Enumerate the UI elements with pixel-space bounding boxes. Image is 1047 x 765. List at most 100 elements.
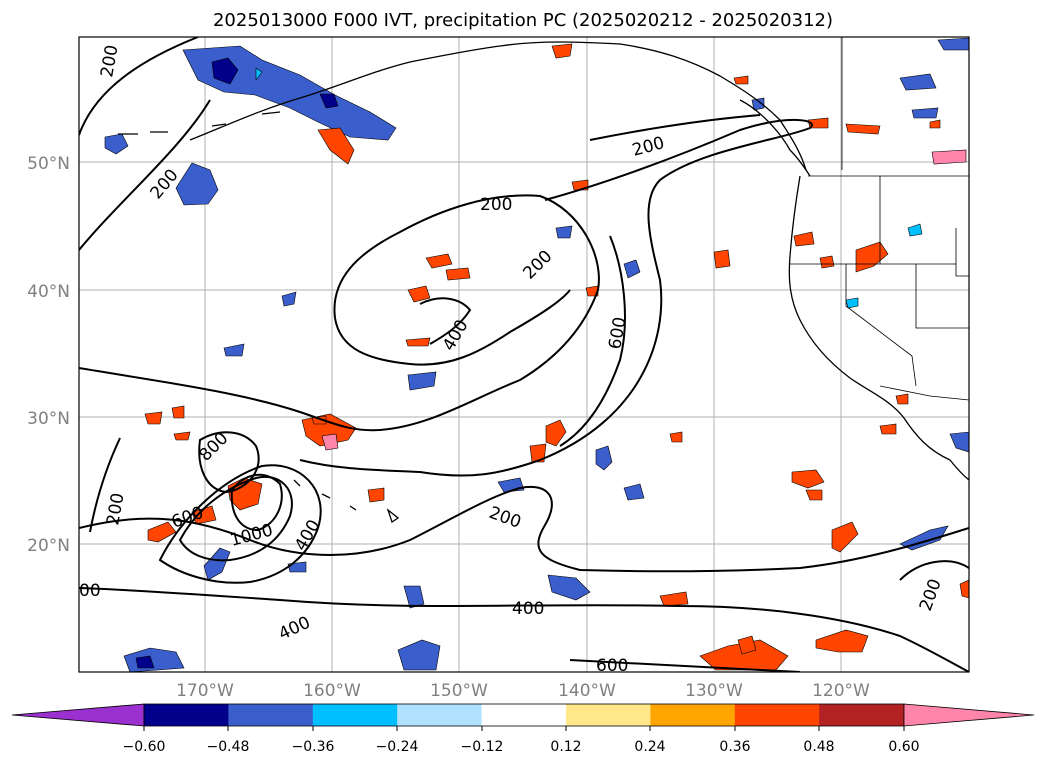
colorbar-cells (143, 703, 905, 727)
state-borders (790, 176, 969, 387)
map-panel: 200 200 200 200 200 200 200 200 400 400 … (78, 36, 970, 676)
precip-blob (211, 57, 239, 85)
precip-blob (529, 443, 547, 463)
colorbar-cell (228, 704, 314, 726)
ivt-contour-200 (79, 99, 211, 251)
precip-blob (405, 337, 431, 347)
lon-label: 150°W (430, 681, 488, 701)
precip-blob (791, 469, 825, 489)
precip-blob (321, 433, 339, 451)
precip-blob (895, 393, 909, 405)
ivt-contour-200 (589, 114, 761, 141)
precip-blob (135, 655, 155, 669)
coastline-bc (739, 99, 811, 177)
precip-blob (255, 67, 263, 81)
figure-title: 2025013000 F000 IVT, precipitation PC (2… (213, 10, 833, 31)
precip-blob (173, 431, 191, 441)
precip-blob (317, 127, 355, 165)
lat-label: 30°N (27, 409, 70, 429)
ivt-contours (79, 37, 969, 672)
precip-blob (845, 123, 881, 135)
lat-label: 20°N (27, 536, 70, 556)
colorbar-ticks: −0.60 −0.48 −0.36 −0.24 −0.12 0.12 0.24 0.36 0.4… (123, 726, 920, 755)
precip-blob (949, 431, 969, 453)
ivt-contour-600 (559, 235, 626, 447)
colorbar-extend-low (11, 703, 145, 727)
lat-labels: 50°N 40°N 30°N 20°N (27, 154, 70, 556)
colorbar-cell (312, 704, 398, 726)
precip-blob (203, 547, 231, 581)
lon-label: 160°W (303, 681, 361, 701)
precip-blob (397, 639, 441, 671)
precip-blob (547, 574, 591, 601)
precip-blob (751, 97, 765, 111)
lon-label: 120°W (812, 681, 870, 701)
precip-blob (281, 291, 297, 307)
lon-labels: 170°W 160°W 150°W 140°W 130°W 120°W (176, 681, 870, 701)
precip-blob (403, 585, 425, 609)
ivt-contour-200 (899, 560, 969, 581)
border-us-mexico (879, 385, 969, 401)
ivt-contour-400 (79, 587, 969, 672)
precip-blob (899, 525, 949, 551)
precip-blob (931, 149, 967, 165)
precip-blob (937, 37, 969, 51)
precip-blob (595, 445, 613, 471)
precip-blob (907, 223, 923, 237)
lon-label: 130°W (685, 681, 743, 701)
lat-label: 40°N (27, 282, 70, 302)
contour-label: 00 (79, 581, 101, 601)
coastline-hawaii (293, 479, 400, 524)
ivt-contour-800 (198, 431, 260, 494)
ivt-contour-200 (299, 119, 813, 477)
precip-blob (899, 73, 937, 91)
ivt-contour-200 (79, 194, 600, 432)
colorbar-tick-label: −0.12 (461, 739, 504, 755)
colorbar-tick-label: −0.36 (292, 739, 335, 755)
precip-blob (175, 162, 219, 206)
precip-blob (733, 75, 749, 85)
precip-blob (959, 579, 969, 599)
precip-blob (793, 231, 815, 247)
lon-label: 170°W (176, 681, 234, 701)
precip-blob (879, 423, 897, 435)
colorbar-cell (481, 704, 567, 726)
colorbar-extend-high (903, 703, 1035, 727)
precip-blob (669, 431, 683, 443)
ivt-contour-200 (89, 437, 121, 533)
colorbar-cell (144, 704, 229, 726)
precip-blob (585, 285, 599, 297)
precip-blob (407, 285, 431, 303)
precip-blob (623, 259, 641, 279)
precip-blob (929, 119, 941, 129)
precip-blob (845, 297, 859, 309)
precip-blob (171, 405, 185, 419)
precip-blob (144, 411, 163, 425)
precip-blob (713, 249, 731, 269)
contour-label: 600 (596, 656, 628, 676)
precip-blob (445, 267, 471, 281)
precip-blob (815, 629, 869, 653)
colorbar-tick-label: −0.60 (123, 739, 166, 755)
precip-blob (699, 639, 789, 671)
precip-blob (287, 561, 307, 573)
colorbar-cell (566, 704, 651, 726)
political-borders (790, 37, 969, 401)
coastline-alaska (189, 41, 807, 171)
colorbar-tick-label: 0.36 (719, 739, 750, 755)
ivt-contour-400 (419, 297, 472, 345)
precip-blob (407, 371, 437, 391)
colorbar-cell (819, 704, 905, 726)
precip-blob (807, 117, 829, 129)
ivt-contour-600 (569, 659, 801, 672)
contour-label: 200 (480, 195, 512, 215)
gridlines (79, 37, 969, 672)
precip-blob (819, 255, 835, 269)
ivt-contour-600 (178, 475, 293, 562)
colorbar-tick-label: 0.60 (888, 739, 919, 755)
colorbar-tick-label: −0.24 (376, 739, 419, 755)
precip-blob (911, 107, 939, 119)
colorbar-tick-label: −0.48 (207, 739, 250, 755)
contour-label: 400 (512, 599, 544, 619)
